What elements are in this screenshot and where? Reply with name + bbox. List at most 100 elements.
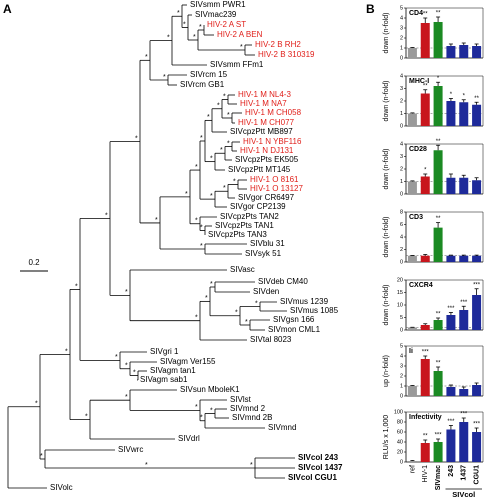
y-axis-title: down (n-fold) [383,81,390,122]
y-tick-label: 4 [400,15,403,21]
significance: *** [435,433,443,439]
bar [459,45,469,58]
node-support: * [115,354,118,361]
bar [433,22,443,58]
bar [420,176,430,194]
taxon-label: SIVcol 243 [298,453,339,462]
bar [446,255,456,262]
node-support: * [145,462,148,469]
taxon-label: SIVmnd 2B [232,413,272,422]
node-support: * [240,44,243,51]
y-tick-label: 4 [400,353,403,359]
bar [446,387,456,396]
node-support: * [223,93,226,100]
node-support: * [133,369,136,376]
y-tick-label: 0 [400,393,403,399]
node-support: * [135,135,138,142]
node-support: * [195,164,198,171]
y-axis-title: down (n-fold) [383,285,390,326]
significance: * [437,76,440,82]
y-tick-label: 80 [397,419,403,425]
y-tick-label: 20 [397,449,403,455]
taxon-label: HIV-1 N DJ131 [240,146,294,155]
taxon-label: SIVcpzPts TAN2 [220,212,279,221]
significance: ** [423,12,428,18]
bar [459,177,469,194]
taxon-label: HIV-1 M CH077 [238,118,295,127]
significance: ** [474,96,479,102]
node-support: * [205,295,208,302]
bar [420,93,430,126]
node-support: * [200,135,203,142]
bar [420,443,430,462]
bar [407,386,417,396]
panel-label: B [366,2,375,16]
taxon-label: HIV-1 N YBF116 [243,137,302,146]
y-tick-label: 2 [400,98,403,104]
taxon-label: SIVlst [230,395,252,404]
taxon-label: SIVcol CGU1 [288,473,337,482]
node-support: * [217,103,220,110]
bar [459,310,469,330]
node-support: * [250,462,253,469]
taxon-label: SIVblu 31 [250,239,285,248]
node-support: * [183,21,186,28]
taxon-label: SIVrcm GB1 [180,80,225,89]
node-support: * [200,243,203,250]
y-tick-label: 1 [400,111,403,117]
panel-label: A [3,2,12,16]
y-tick-label: 2 [400,247,403,253]
chart-title: MHC-I [409,78,429,85]
taxon-label: SIVrcm 15 [190,70,228,79]
taxon-label: SIVcpzPtt MB897 [230,127,293,136]
taxon-label: SIVcol 1437 [298,463,343,472]
y-tick-label: 0 [400,123,403,129]
bar [472,180,482,194]
y-tick-label: 5 [400,315,403,321]
node-support: * [210,155,213,162]
node-support: * [125,394,128,401]
node-support: * [125,363,128,370]
node-support: * [75,283,78,290]
taxon-label: SIVcpzPtt MT145 [228,165,291,174]
significance: ** [423,83,428,89]
bar [472,432,482,462]
bar [407,181,417,194]
bar [459,422,469,462]
bar [407,48,417,58]
y-tick-label: 3 [400,86,403,92]
taxon-label: SIVolc [50,483,73,492]
taxon-label: SIVgor CP2139 [230,202,286,211]
bar [472,385,482,396]
significance: *** [460,412,468,418]
node-support: * [65,348,68,355]
node-support: * [185,191,188,198]
x-tick-label: 1437 [461,465,468,481]
significance: *** [422,350,430,356]
bar [446,177,456,194]
taxon-label: SIVagm tan1 [150,366,196,375]
node-support: * [145,54,148,61]
bar [446,429,456,462]
taxon-label: SIVcpzPts TAN1 [215,221,274,230]
taxon-label: SIVmus 1085 [290,306,339,315]
taxon-label: SIVgri 1 [150,347,179,356]
node-support: * [245,319,248,326]
bar [459,389,469,396]
significance: *** [447,306,455,312]
significance: ** [423,434,428,440]
y-tick-label: 5 [400,5,403,11]
chart-title: CXCR4 [409,282,433,289]
bar [433,86,443,126]
bar [420,23,430,58]
node-support: * [177,10,180,17]
taxon-label: SIVmus 1239 [280,297,329,306]
taxon-label: SIVden [253,287,279,296]
bar [420,325,430,330]
taxon-label: SIVdrl [178,434,200,443]
taxon-label: SIVsmm PWR1 [190,0,246,9]
y-tick-label: 3 [400,363,403,369]
node-support: * [195,315,198,322]
taxon-label: HIV-2 A ST [207,20,246,29]
